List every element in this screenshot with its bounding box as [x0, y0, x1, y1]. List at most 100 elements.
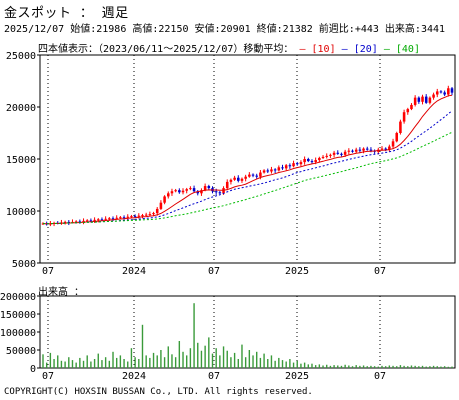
price-y-tick-label: 15000: [6, 155, 36, 166]
volume-bar: [241, 344, 243, 368]
volume-bar: [281, 360, 284, 368]
candle-body: [100, 219, 104, 221]
candle-body: [314, 160, 317, 163]
volume-bar: [127, 361, 129, 368]
candle-body: [89, 220, 93, 222]
candle-body: [354, 149, 358, 152]
volume-bar: [270, 355, 273, 368]
volume-bar: [267, 359, 269, 368]
candle-body: [432, 94, 435, 98]
volume-bar: [215, 348, 217, 368]
candle-body: [96, 219, 100, 221]
volume-bar: [219, 355, 221, 368]
volume-bar: [447, 366, 450, 368]
volume-bar: [230, 357, 232, 368]
volume-bar: [388, 365, 391, 368]
volume-bar: [248, 350, 251, 368]
volume-bar: [351, 366, 354, 368]
volume-bar: [362, 365, 365, 368]
price-x-tick-label: 2024: [122, 266, 146, 277]
volume-panel-frame: [39, 295, 456, 369]
volume-y-tick-label: 200000: [0, 292, 36, 303]
volume-bar: [410, 365, 413, 368]
volume-bar: [278, 357, 280, 368]
candle-body: [93, 219, 96, 221]
volume-bar: [101, 360, 103, 368]
candle-body: [284, 165, 288, 169]
candle-body: [78, 221, 82, 223]
ma10-legend-label: [10]: [311, 44, 336, 55]
candle-body: [295, 163, 299, 165]
volume-bar: [200, 350, 203, 368]
volume-bar: [108, 360, 111, 368]
candle-body: [369, 149, 373, 151]
candle-body: [200, 190, 203, 194]
volume-bar: [237, 359, 239, 368]
price-x-tick-label: 07: [208, 266, 220, 277]
volume-bar: [130, 348, 133, 368]
candle-body: [144, 214, 148, 216]
volume-bar: [421, 365, 424, 368]
candle-body: [214, 191, 218, 193]
volume-y-tick-label: 100000: [0, 328, 36, 339]
chart-title: 金スポット ： 週足: [4, 6, 129, 21]
candle-body: [178, 190, 181, 193]
candle-body: [225, 181, 229, 189]
ma20-legend-line: —: [341, 44, 348, 55]
volume-bar: [90, 361, 92, 368]
volume-bar: [252, 355, 254, 368]
volume-bar: [53, 359, 55, 368]
volume-bar: [141, 324, 144, 368]
candle-body: [218, 192, 222, 194]
candle-body: [196, 191, 200, 194]
candle-body: [255, 175, 258, 177]
candle-body: [410, 104, 413, 110]
volume-bar: [307, 364, 309, 368]
volume-bar: [97, 353, 99, 368]
volume-bar: [425, 366, 427, 368]
volume-x-tick-label: 07: [208, 371, 220, 382]
candle-body: [122, 217, 126, 219]
candle-body: [384, 148, 387, 150]
candle-body: [174, 190, 177, 192]
candle-body: [406, 109, 410, 113]
volume-bar: [384, 366, 387, 368]
candle-body: [141, 215, 144, 217]
volume-bar: [348, 365, 350, 368]
candle-body: [244, 176, 247, 179]
candle-body: [443, 92, 446, 95]
volume-bar: [119, 355, 122, 368]
volume-bar: [340, 365, 343, 368]
volume-bar: [285, 361, 287, 368]
volume-bar: [226, 350, 228, 368]
volume-bar: [373, 366, 376, 368]
candle-body: [273, 169, 277, 171]
volume-bar: [432, 365, 435, 368]
candle-body: [237, 177, 240, 181]
candle-body: [332, 152, 336, 155]
candle-body: [395, 133, 399, 142]
candle-body: [262, 170, 266, 173]
candle-body: [380, 148, 384, 150]
volume-bar: [49, 352, 52, 368]
candle-body: [63, 221, 67, 223]
candle-body: [155, 208, 159, 214]
candle-body: [303, 159, 306, 163]
volume-bar: [414, 365, 416, 368]
volume-bar: [138, 359, 140, 368]
ma40-legend-label: [40]: [395, 44, 420, 55]
volume-bar: [222, 346, 225, 368]
volume-bar: [211, 353, 214, 368]
volume-bar: [244, 357, 247, 368]
volume-bar: [189, 348, 192, 368]
volume-bar: [289, 359, 291, 368]
volume-bar: [318, 364, 321, 368]
volume-bar: [263, 353, 265, 368]
volume-bar: [344, 364, 346, 368]
candle-body: [189, 188, 192, 190]
volume-bar: [115, 357, 118, 368]
volume-bar: [436, 366, 438, 368]
volume-bar: [149, 357, 151, 368]
volume-bar: [403, 365, 405, 368]
candle-body: [85, 220, 89, 222]
